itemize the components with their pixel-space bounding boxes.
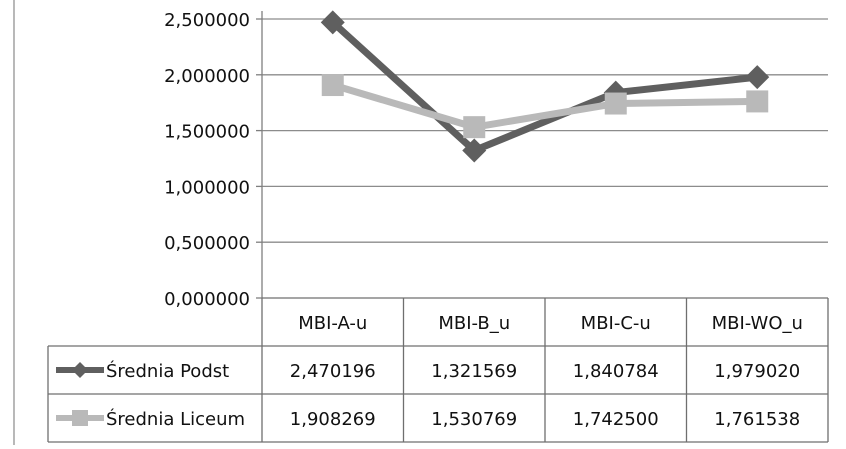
data-point (321, 74, 344, 97)
data-table-value: 1,840784 (573, 361, 659, 382)
category-label: MBI-C-u (581, 313, 651, 334)
data-table-value: 1,530769 (431, 409, 517, 430)
data-point (604, 92, 627, 115)
y-tick-label: 2,000000 (164, 66, 250, 87)
legend-series-name: Średnia Liceum (106, 408, 245, 430)
data-point (746, 90, 769, 113)
y-tick-label: 0,000000 (164, 289, 250, 310)
data-point (462, 138, 487, 163)
y-tick-label: 1,000000 (164, 177, 250, 198)
legend-series-name: Średnia Podst (106, 360, 229, 382)
data-table-value: 1,761538 (714, 409, 800, 430)
data-table-value: 1,908269 (290, 409, 376, 430)
series-line (329, 18, 761, 155)
category-label: MBI-WO_u (712, 313, 803, 334)
data-table-value: 1,742500 (573, 409, 659, 430)
data-table-value: 2,470196 (290, 361, 376, 382)
data-table-value: 1,979020 (714, 361, 800, 382)
y-tick-label: 1,500000 (164, 122, 250, 143)
y-tick-label: 0,500000 (164, 233, 250, 254)
data-point (320, 10, 345, 35)
category-label: MBI-A-u (298, 313, 367, 334)
legend-key-marker (72, 362, 88, 378)
category-label: MBI-B_u (438, 313, 510, 334)
data-point (745, 65, 770, 90)
data-table-value: 1,321569 (431, 361, 517, 382)
series-line (329, 81, 761, 131)
legend-key-marker (72, 410, 88, 426)
data-point (463, 116, 486, 139)
y-tick-label: 2,500000 (164, 10, 250, 31)
